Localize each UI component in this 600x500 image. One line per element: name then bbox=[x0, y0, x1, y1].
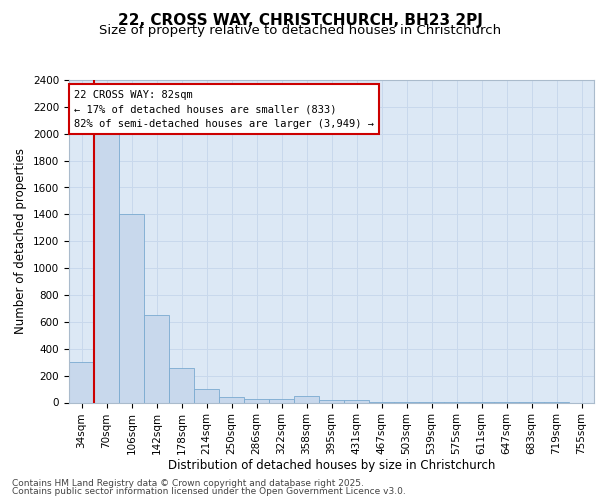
Text: 22 CROSS WAY: 82sqm
← 17% of detached houses are smaller (833)
82% of semi-detac: 22 CROSS WAY: 82sqm ← 17% of detached ho… bbox=[74, 90, 374, 130]
Bar bbox=[144, 315, 169, 402]
Bar bbox=[319, 400, 344, 402]
Bar bbox=[69, 362, 94, 403]
Text: Contains HM Land Registry data © Crown copyright and database right 2025.: Contains HM Land Registry data © Crown c… bbox=[12, 478, 364, 488]
Bar bbox=[269, 399, 294, 402]
Bar bbox=[169, 368, 194, 402]
Bar bbox=[119, 214, 144, 402]
Text: Size of property relative to detached houses in Christchurch: Size of property relative to detached ho… bbox=[99, 24, 501, 37]
Bar bbox=[219, 397, 244, 402]
Bar bbox=[244, 399, 269, 402]
Bar bbox=[344, 400, 369, 402]
X-axis label: Distribution of detached houses by size in Christchurch: Distribution of detached houses by size … bbox=[168, 458, 495, 471]
Bar bbox=[194, 389, 219, 402]
Text: 22, CROSS WAY, CHRISTCHURCH, BH23 2PJ: 22, CROSS WAY, CHRISTCHURCH, BH23 2PJ bbox=[118, 12, 482, 28]
Bar bbox=[94, 134, 119, 402]
Text: Contains public sector information licensed under the Open Government Licence v3: Contains public sector information licen… bbox=[12, 487, 406, 496]
Y-axis label: Number of detached properties: Number of detached properties bbox=[14, 148, 28, 334]
Bar bbox=[294, 396, 319, 402]
